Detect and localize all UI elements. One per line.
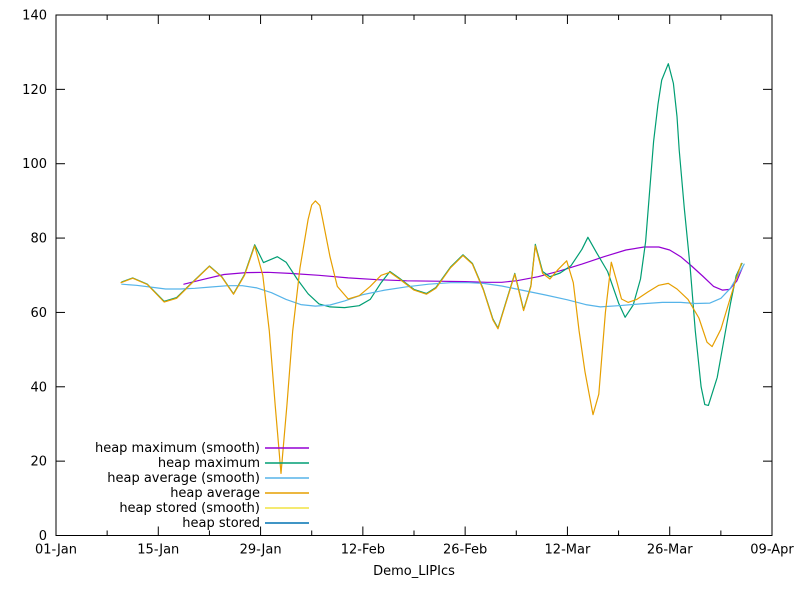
x-tick-label: 26-Mar [647, 543, 693, 558]
x-tick-label: 26-Feb [443, 543, 487, 558]
x-tick-label: 09-Apr [750, 543, 794, 558]
y-tick-label: 140 [22, 9, 47, 24]
x-tick-label: 12-Feb [341, 543, 385, 558]
legend-label: heap stored [182, 516, 260, 531]
y-tick-label: 80 [30, 232, 47, 247]
series-line-heap-average [120, 200, 742, 474]
legend-label: heap maximum [158, 456, 260, 471]
y-tick-label: 20 [30, 455, 47, 470]
x-tick-label: 29-Jan [240, 543, 282, 558]
x-tick-label: 01-Jan [35, 543, 77, 558]
legend-label: heap maximum (smooth) [95, 441, 260, 456]
series-line-heap-maximum-smooth [183, 246, 744, 291]
y-tick-label: 60 [30, 306, 47, 321]
series-line-heap-average-smooth [121, 263, 745, 308]
y-tick-label: 40 [30, 380, 47, 395]
legend-label: heap stored (smooth) [119, 501, 260, 516]
x-tick-label: 12-Mar [545, 543, 591, 558]
y-tick-label: 0 [39, 529, 47, 544]
legend-label: heap average (smooth) [107, 471, 260, 486]
y-tick-label: 100 [22, 157, 47, 172]
x-tick-label: 15-Jan [137, 543, 179, 558]
legend-label: heap average [170, 486, 260, 501]
x-axis-title: Demo_LIPIcs [373, 564, 455, 579]
series-line-heap-maximum [121, 63, 743, 406]
y-tick-label: 120 [22, 83, 47, 98]
